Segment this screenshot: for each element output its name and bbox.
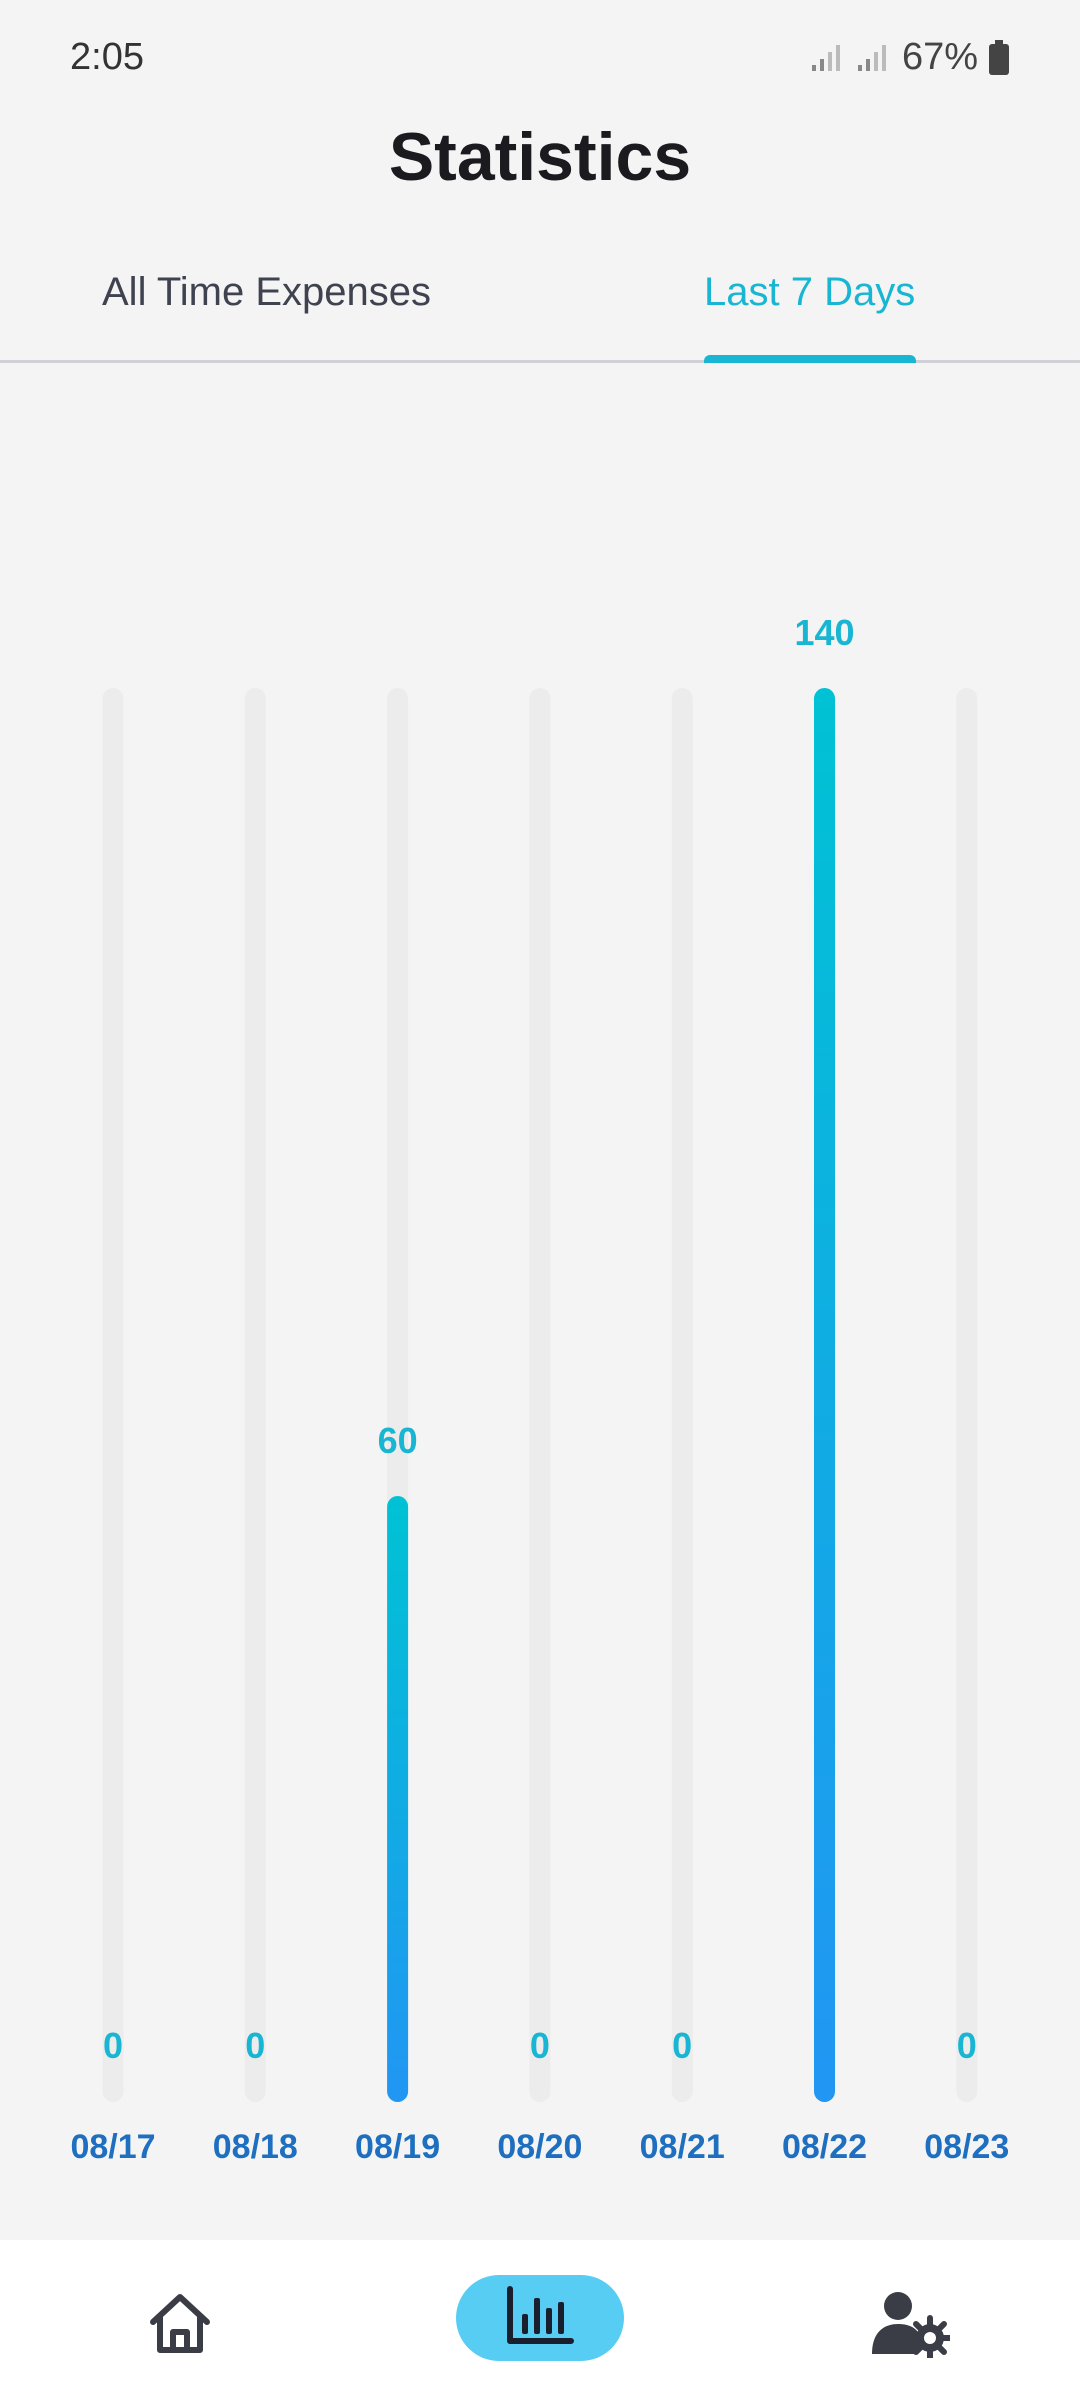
status-time: 2:05 [70, 36, 144, 78]
date-label: 08/19 [355, 2128, 440, 2166]
status-indicators: 67% [810, 36, 1010, 79]
page-title: Statistics [388, 119, 692, 195]
bar-track [102, 688, 124, 2102]
date-label: 08/22 [782, 2128, 867, 2166]
bar [814, 688, 835, 2102]
date-label: 08/18 [213, 2128, 298, 2166]
nav-statistics[interactable] [456, 2275, 624, 2361]
value-label: 0 [672, 2025, 692, 2066]
status-bar: 2:05 67% [0, 0, 1080, 110]
nav-home[interactable] [130, 2280, 230, 2370]
chart-svg: 0 08/17 0 08/18 60 08/19 0 08/20 0 08/21 140 08/22 0… [70, 612, 1009, 2166]
value-label: 60 [378, 1420, 418, 1461]
value-label: 0 [957, 2025, 977, 2066]
bar [387, 1496, 409, 2102]
active-tab-indicator [704, 355, 916, 363]
tab-bar: All Time Expenses Last 7 Days [0, 250, 1080, 363]
value-label: 0 [530, 2025, 550, 2066]
bar-track [529, 688, 551, 2102]
bar-track [956, 688, 978, 2102]
bar-track [671, 688, 693, 2102]
home-icon [145, 2288, 215, 2363]
value-label: 140 [794, 612, 854, 653]
tab-last-7-days[interactable]: Last 7 Days [704, 270, 916, 314]
bar-chart-icon [505, 2285, 575, 2351]
tab-all-time-expenses[interactable]: All Time Expenses [102, 270, 432, 314]
date-label: 08/21 [640, 2128, 725, 2166]
value-label: 0 [103, 2025, 123, 2066]
nav-user-settings[interactable] [855, 2280, 965, 2370]
battery-percent: 67% [901, 36, 978, 78]
date-label: 08/17 [70, 2128, 155, 2166]
user-settings-icon [870, 2288, 953, 2363]
bar-chart: 0 08/17 0 08/18 60 08/19 0 08/20 0 08/21 140 08/22 0… [0, 580, 1080, 2180]
date-label: 08/20 [497, 2128, 582, 2166]
date-label: 08/23 [924, 2128, 1009, 2166]
signal-icon [810, 43, 846, 73]
bottom-nav [0, 2240, 1080, 2400]
battery-icon [988, 39, 1010, 76]
bar-track [244, 688, 266, 2102]
signal-icon [856, 43, 892, 73]
value-label: 0 [245, 2025, 265, 2066]
